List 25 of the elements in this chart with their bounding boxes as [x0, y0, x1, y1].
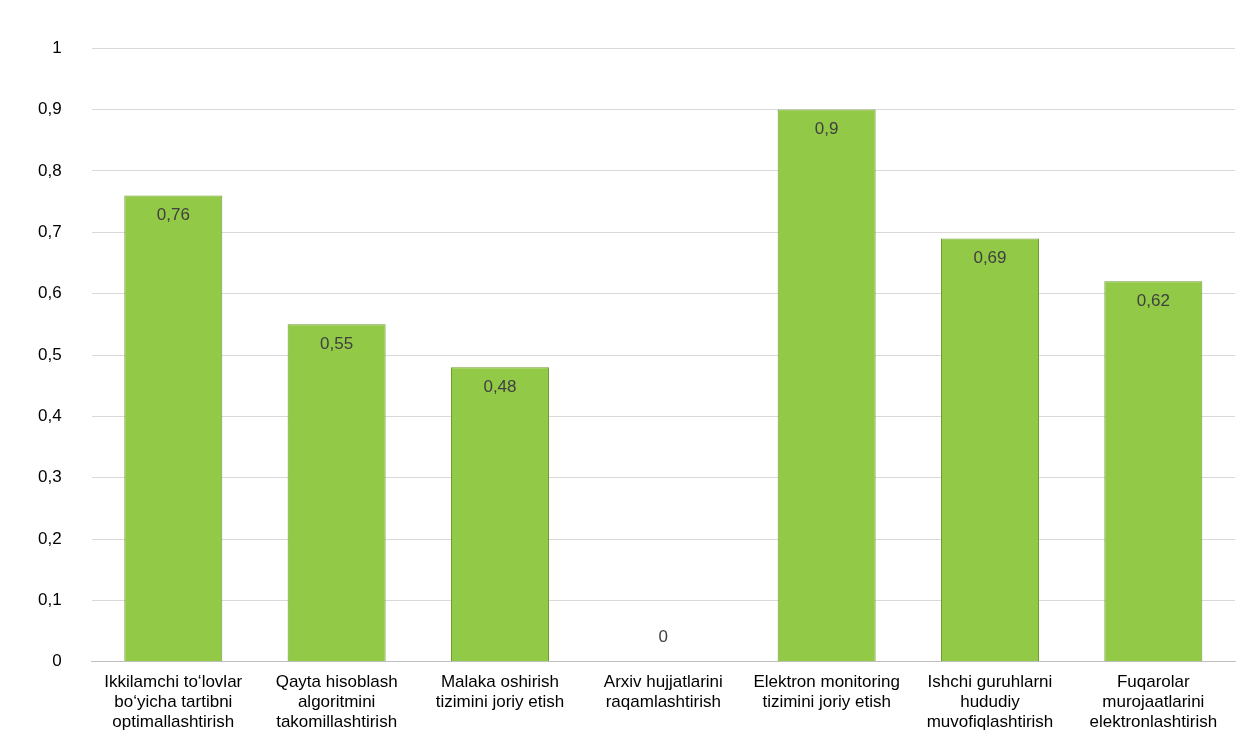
x-tick-label: Fuqarolar murojaatlarini elektronlashtirish	[1089, 671, 1218, 732]
x-tick-label: Ishchi guruhlarni hududiy muvofiqlashtirish	[926, 671, 1054, 732]
y-tick-label: 0,6	[37, 283, 62, 303]
x-tick-label: Malaka oshirish tizimini joriy etish	[435, 671, 565, 712]
y-tick-label: 0,1	[37, 590, 62, 610]
data-label: 0,9	[814, 119, 839, 139]
data-label: 0,76	[156, 205, 190, 225]
y-tick-label: 1	[52, 37, 62, 57]
data-label: 0	[658, 627, 669, 647]
y-tick-label: 0,5	[37, 344, 62, 364]
x-tick-label: Qayta hisoblash algoritmini takomillashtirish	[275, 671, 398, 732]
data-label: 0,55	[320, 334, 354, 354]
y-tick-label: 0,7	[37, 221, 62, 241]
y-tick-label: 0,8	[37, 160, 62, 180]
data-label: 0,69	[973, 248, 1007, 268]
data-label: 0,62	[1136, 291, 1170, 311]
x-tick-label: Arxiv hujjatlarini raqamlashtirish	[603, 671, 723, 712]
y-tick-label: 0,3	[37, 467, 62, 487]
y-tick-label: 0	[52, 651, 62, 671]
y-tick-label: 0,9	[37, 99, 62, 119]
data-label: 0,48	[483, 376, 517, 396]
y-tick-label: 0,2	[37, 528, 62, 548]
x-tick-label: Ikkilamchi to‘lovlar bo‘yicha tartibni optimallashtirish	[104, 671, 243, 732]
y-tick-label: 0,4	[37, 406, 62, 426]
x-tick-label: Elektron monitoring tizimini joriy etish	[753, 671, 900, 712]
